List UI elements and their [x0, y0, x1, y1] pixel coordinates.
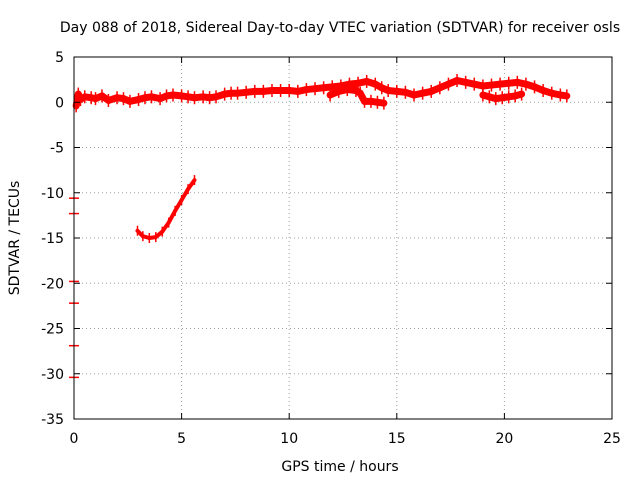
- y-tick-label: -15: [41, 231, 64, 247]
- series-curve: [135, 175, 197, 243]
- data-segment: [179, 187, 191, 202]
- data-segment: [173, 197, 184, 213]
- y-axis-label: SDTVAR / TECUs: [7, 181, 23, 296]
- y-tick-label: -20: [41, 276, 64, 292]
- data-segment: [373, 98, 388, 107]
- y-tick-label: -30: [41, 367, 64, 383]
- data-series: [69, 74, 571, 379]
- x-tick-label: 5: [177, 431, 186, 447]
- y-tick-label: 5: [55, 50, 64, 66]
- x-axis-label: GPS time / hours: [281, 459, 398, 475]
- y-tick-label: 0: [55, 95, 64, 111]
- y-tick-label: -35: [41, 412, 64, 428]
- y-tick-label: -5: [50, 141, 64, 157]
- series-secondary-band: [326, 83, 526, 110]
- data-segment: [166, 208, 178, 225]
- data-segment: [556, 91, 571, 100]
- x-tick-label: 0: [70, 431, 79, 447]
- x-tick-label: 25: [603, 431, 621, 447]
- chart-title: Day 088 of 2018, Sidereal Day-to-day VTE…: [60, 20, 620, 36]
- x-tick-label: 10: [280, 431, 298, 447]
- y-tick-label: -10: [41, 186, 64, 202]
- axis-ticks: 0 5 10 15 20 25 -35 -30 -25 -20 -15 -10 -5 0 5: [41, 50, 621, 447]
- data-segment: [186, 178, 197, 192]
- grid-lines: [74, 57, 612, 419]
- data-segment: [511, 90, 526, 100]
- x-tick-label: 15: [388, 431, 406, 447]
- y-tick-label: -25: [41, 322, 64, 338]
- series-main-band: [72, 74, 571, 113]
- x-tick-label: 20: [495, 431, 513, 447]
